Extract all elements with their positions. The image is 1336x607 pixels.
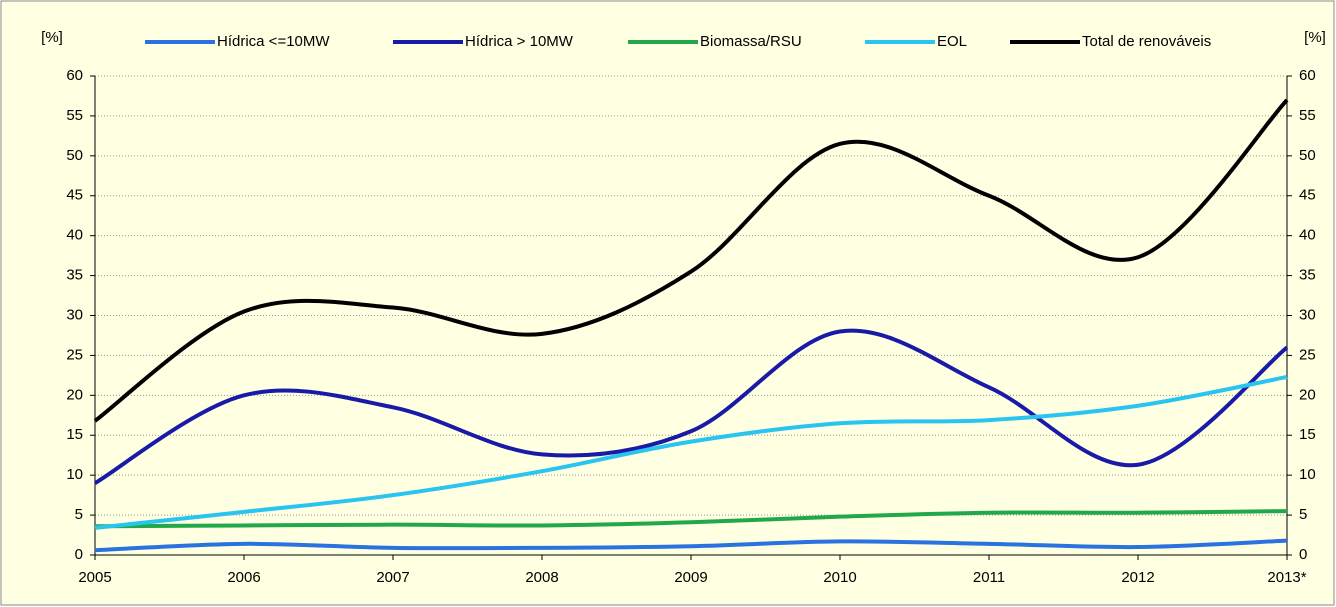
x-tick-label: 2005	[78, 569, 111, 586]
series-line	[93, 328, 1289, 485]
x-tick-label: 2008	[525, 569, 558, 586]
y-tick-label: 30	[66, 306, 83, 323]
x-tick-label: 2009	[674, 569, 707, 586]
y2-tick-label: 50	[1299, 147, 1316, 164]
series-line	[94, 538, 1288, 553]
y-tick-label: 15	[66, 426, 83, 443]
y-tick-label: 35	[66, 267, 83, 284]
y2-tick-label: 60	[1299, 67, 1316, 84]
y2-tick-label: 20	[1299, 386, 1316, 403]
y-tick-label: 0	[75, 546, 83, 563]
series-line	[93, 98, 1289, 423]
x-tick-label: 2007	[376, 569, 409, 586]
series-line	[94, 375, 1288, 530]
x-tick-label: 2010	[823, 569, 856, 586]
x-tick-label: 2011	[973, 569, 1005, 586]
y-tick-label: 25	[66, 346, 83, 363]
legend-label: Hídrica <=10MW	[217, 33, 330, 50]
y-tick-label: 5	[75, 506, 83, 523]
y2-tick-label: 55	[1299, 107, 1316, 124]
y-tick-label: 45	[66, 187, 83, 204]
y-axis-label: [%]	[41, 29, 63, 46]
y2-tick-label: 10	[1299, 466, 1316, 483]
y-tick-label: 20	[66, 386, 83, 403]
y2-tick-label: 0	[1299, 546, 1307, 563]
y2-tick-label: 30	[1299, 306, 1316, 323]
y-tick-label: 55	[66, 107, 83, 124]
x-tick-label: 2012	[1121, 569, 1154, 586]
legend-label: EOL	[937, 33, 967, 50]
y2-tick-label: 45	[1299, 187, 1316, 204]
x-tick-label: 2006	[227, 569, 260, 586]
y2-tick-label: 40	[1299, 227, 1316, 244]
y2-tick-label: 5	[1299, 506, 1307, 523]
y-tick-label: 10	[66, 466, 83, 483]
legend-label: Hídrica > 10MW	[465, 33, 574, 50]
legend-label: Total de renováveis	[1082, 33, 1211, 50]
y-tick-label: 40	[66, 227, 83, 244]
y2-axis-label: [%]	[1304, 29, 1326, 46]
y-tick-label: 60	[66, 67, 83, 84]
series-line	[94, 509, 1288, 529]
y-tick-label: 50	[66, 147, 83, 164]
y2-tick-label: 25	[1299, 346, 1316, 363]
y2-tick-label: 35	[1299, 267, 1316, 284]
y2-tick-label: 15	[1299, 426, 1316, 443]
x-tick-label: 2013*	[1267, 569, 1306, 586]
legend-label: Biomassa/RSU	[700, 33, 802, 50]
